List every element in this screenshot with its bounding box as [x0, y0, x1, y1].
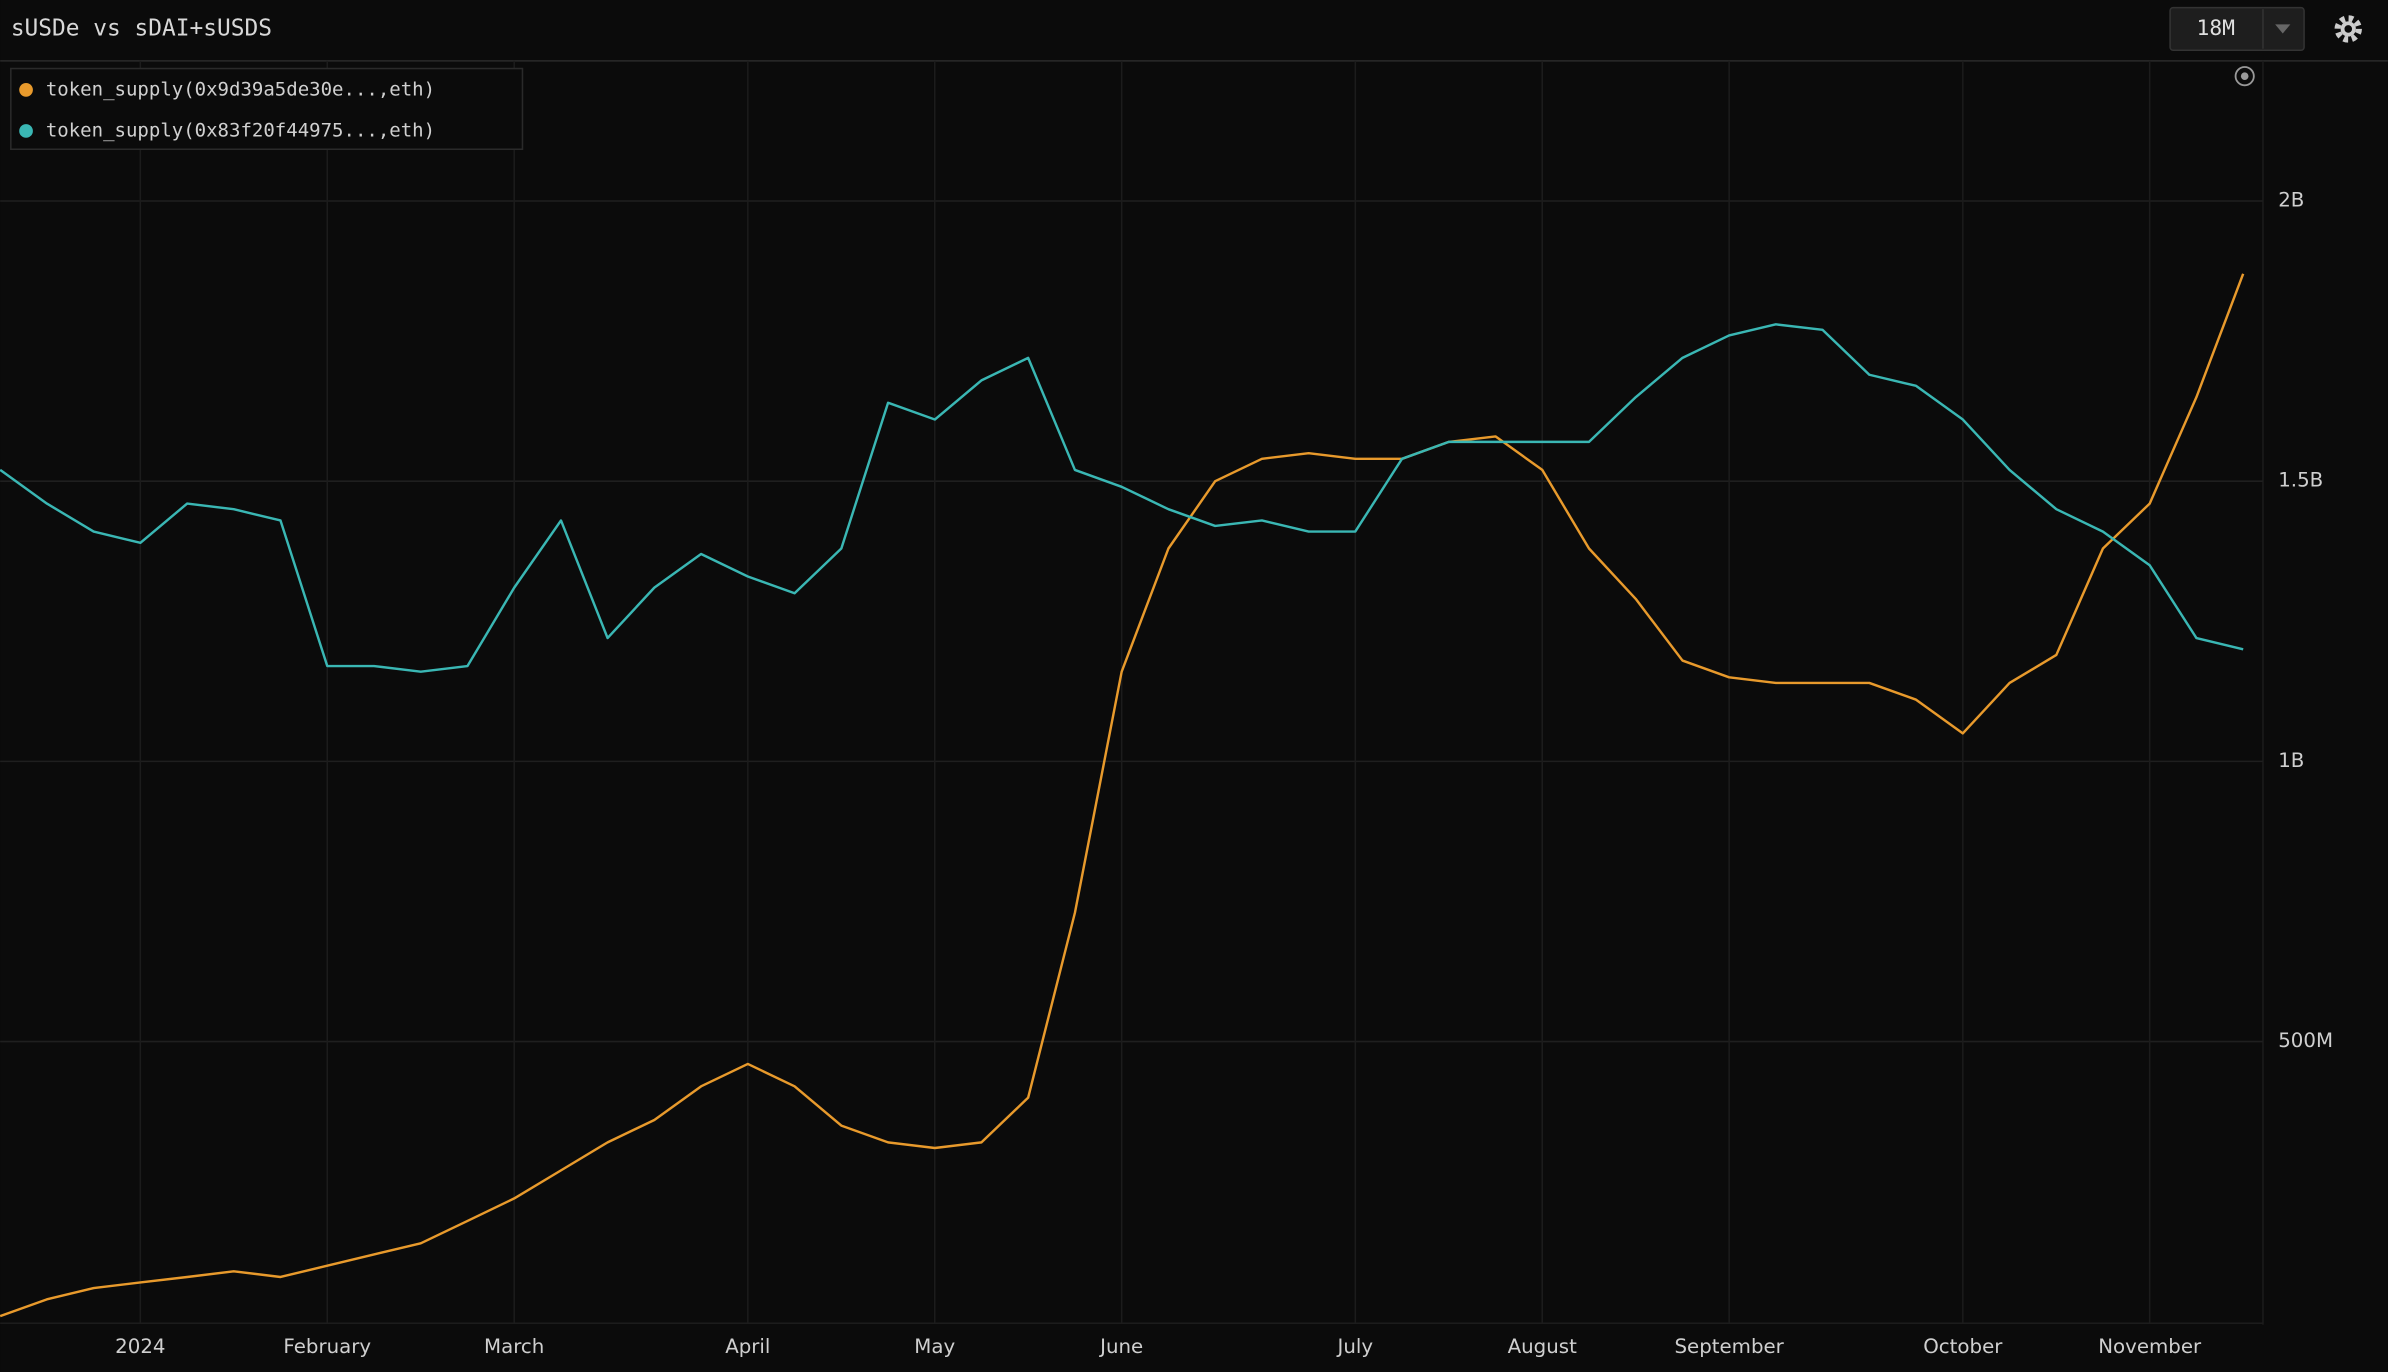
chart-title: sUSDe vs sDAI+sUSDS	[11, 15, 272, 41]
x-tick-label: November	[2098, 1335, 2202, 1358]
legend-box	[10, 67, 524, 150]
x-tick-label: July	[1336, 1335, 1374, 1358]
x-tick-label: May	[914, 1335, 955, 1358]
dropdown-caret[interactable]	[2275, 24, 2291, 34]
x-tick-label: 2024	[115, 1335, 165, 1358]
legend-label: token_supply(0x9d39a5de30e...,eth)	[46, 78, 435, 100]
x-tick-label: February	[283, 1335, 371, 1358]
x-tick-label: April	[725, 1335, 770, 1358]
y-tick-label: 500M	[2278, 1029, 2333, 1052]
x-tick-label: October	[1923, 1335, 2003, 1358]
y-tick-label: 1.5B	[2278, 469, 2323, 492]
legend-swatch	[19, 82, 33, 97]
grid	[0, 60, 2263, 1324]
y-tick-label: 2B	[2278, 189, 2304, 212]
range-label[interactable]: 18M	[2197, 16, 2235, 41]
x-tick-label: September	[1674, 1335, 1784, 1358]
series-line	[0, 323, 2244, 673]
settings-icon[interactable]	[2334, 15, 2362, 43]
legend-label: token_supply(0x83f20f44975...,eth)	[46, 119, 435, 141]
x-tick-label: August	[1508, 1335, 1577, 1358]
plot	[0, 273, 2245, 1318]
legend: token_supply(0x9d39a5de30e...,eth) token_…	[10, 67, 524, 150]
range-button[interactable]	[2169, 6, 2305, 52]
series-line	[0, 273, 2245, 1318]
x-tick-label: March	[484, 1335, 544, 1358]
reset-icon[interactable]	[2234, 66, 2255, 87]
y-tick-label: 1B	[2278, 749, 2304, 772]
x-tick-label: June	[1098, 1335, 1143, 1358]
legend-swatch	[19, 124, 33, 138]
